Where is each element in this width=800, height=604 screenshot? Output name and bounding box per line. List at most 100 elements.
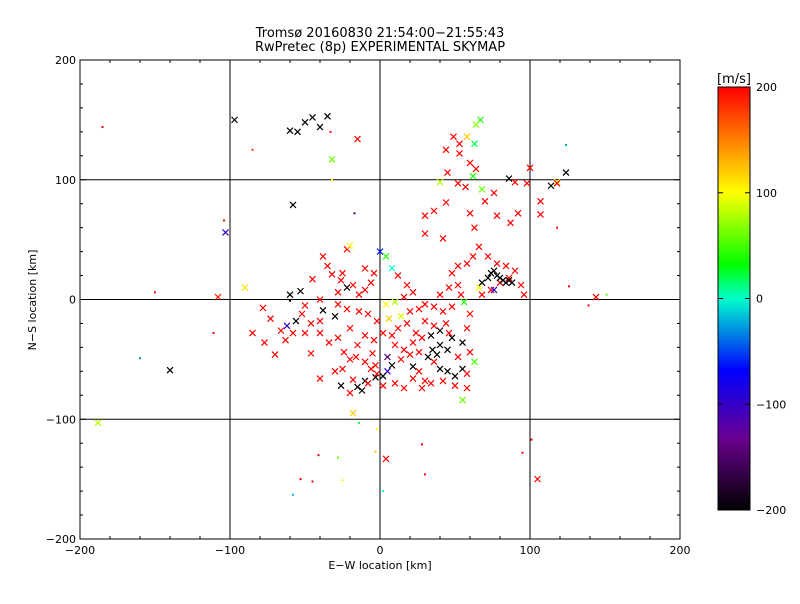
data-point-cross <box>451 372 459 380</box>
data-point-cross <box>391 379 399 387</box>
data-point-cross <box>409 363 417 370</box>
data-point-cross <box>454 262 462 270</box>
data-point-cross <box>592 293 600 301</box>
data-point-cross <box>463 260 471 267</box>
data-point-dot <box>521 451 524 454</box>
data-point-cross <box>418 384 426 392</box>
data-point-cross <box>406 308 414 315</box>
data-point-cross <box>334 300 342 308</box>
data-point-cross <box>397 355 405 363</box>
data-point-cross <box>370 336 378 344</box>
data-point-cross <box>309 114 316 121</box>
data-point-cross <box>166 366 174 374</box>
y-tick-label: 100 <box>55 174 76 187</box>
data-point-cross <box>493 260 501 267</box>
data-point-cross <box>286 127 294 135</box>
data-point-cross <box>241 284 249 291</box>
data-point-cross <box>382 252 390 260</box>
data-point-cross <box>523 179 531 187</box>
data-point-cross <box>537 197 544 205</box>
data-point-cross <box>493 272 501 279</box>
data-point-cross <box>294 128 301 136</box>
data-point-cross <box>471 358 478 366</box>
data-point-cross <box>289 201 297 209</box>
data-point-cross <box>409 339 417 347</box>
data-point-cross <box>379 329 387 337</box>
data-point-cross <box>259 304 267 312</box>
data-point-cross <box>349 281 357 289</box>
data-point-cross <box>316 296 324 303</box>
data-point-cross <box>487 286 495 294</box>
data-point-cross <box>403 320 411 327</box>
data-point-cross <box>214 293 222 301</box>
data-point-cross <box>463 370 471 378</box>
y-axis-label: N−S location [km] <box>26 250 39 351</box>
colorbar-tick-label: −200 <box>756 504 786 517</box>
data-point-dot <box>299 478 302 481</box>
data-point-cross <box>444 346 451 354</box>
data-point-cross <box>442 146 450 154</box>
data-point-cross <box>472 165 480 173</box>
data-point-cross <box>328 155 336 163</box>
data-point-cross <box>439 308 447 315</box>
data-point-cross <box>478 185 486 193</box>
colorbar-tick-label: 0 <box>756 293 763 306</box>
data-point-dot <box>139 357 141 360</box>
data-point-cross <box>361 358 369 366</box>
data-point-cross <box>436 365 444 373</box>
data-point-cross <box>444 367 451 375</box>
data-point-cross <box>439 235 447 242</box>
data-point-cross <box>364 379 372 387</box>
data-point-cross <box>346 324 354 332</box>
data-point-cross <box>484 252 492 260</box>
data-point-cross <box>562 169 570 176</box>
data-point-cross <box>367 279 375 287</box>
data-point-cross <box>427 332 435 339</box>
data-point-cross <box>472 121 480 129</box>
data-point-cross <box>388 361 396 369</box>
data-point-cross <box>370 269 378 277</box>
y-tick-label: 0 <box>69 294 76 307</box>
data-point-cross <box>460 298 468 306</box>
data-point-cross <box>282 336 289 344</box>
x-axis-label: E−W location [km] <box>328 559 431 572</box>
data-point-cross <box>421 377 429 385</box>
data-point-cross <box>339 269 346 277</box>
data-point-dot <box>311 480 314 483</box>
data-point-cross <box>493 212 501 220</box>
data-point-cross <box>421 230 429 238</box>
data-point-cross <box>514 209 522 217</box>
data-point-cross <box>249 329 256 337</box>
data-point-dot <box>289 299 291 302</box>
plot-area: −200 −100 0 100 200 −200 −100 0 100 200 <box>46 54 691 557</box>
data-point-cross <box>471 224 478 232</box>
data-point-dot <box>353 212 356 215</box>
data-point-cross <box>454 281 462 289</box>
data-point-cross <box>505 274 513 282</box>
data-point-dot <box>530 438 533 441</box>
data-point-cross <box>451 382 459 390</box>
data-point-cross <box>430 303 438 311</box>
data-point-dot <box>317 454 320 457</box>
data-point-cross <box>376 248 384 256</box>
data-point-cross <box>382 455 390 463</box>
x-tick-label: 100 <box>520 544 541 557</box>
data-point-cross <box>394 324 402 332</box>
y-tick-label: −100 <box>46 413 76 426</box>
data-point-cross <box>445 284 453 291</box>
data-point-cross <box>343 284 351 291</box>
data-point-dot <box>587 304 590 307</box>
data-point-cross <box>421 317 429 325</box>
data-point-cross <box>301 329 309 337</box>
data-point-cross <box>444 169 451 176</box>
data-point-cross <box>466 159 474 167</box>
data-point-cross <box>436 327 444 335</box>
data-point-cross <box>361 286 369 294</box>
chart-title: Tromsø 20160830 21:54:00−21:55:43 <box>255 26 505 41</box>
data-point-cross <box>400 384 408 392</box>
data-point-cross <box>400 346 408 354</box>
data-point-cross <box>319 252 327 260</box>
data-point-cross <box>355 291 363 299</box>
data-point-cross <box>454 179 462 187</box>
data-point-cross <box>459 339 466 347</box>
